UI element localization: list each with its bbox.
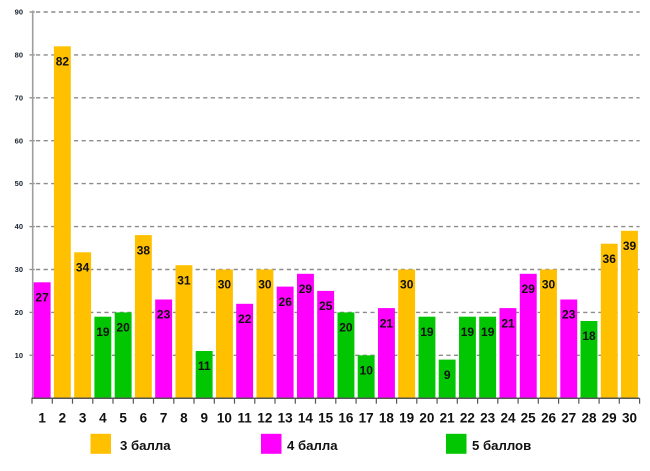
svg-text:40: 40 <box>15 222 23 231</box>
svg-text:9: 9 <box>200 411 208 426</box>
svg-text:10: 10 <box>360 364 374 378</box>
svg-text:80: 80 <box>15 51 23 60</box>
svg-text:22: 22 <box>238 312 252 326</box>
svg-text:82: 82 <box>56 55 70 69</box>
svg-text:11: 11 <box>198 359 211 373</box>
svg-text:30: 30 <box>622 411 637 426</box>
svg-text:30: 30 <box>258 278 272 292</box>
svg-text:19: 19 <box>399 411 414 426</box>
svg-text:10: 10 <box>15 351 23 360</box>
svg-text:27: 27 <box>561 411 576 426</box>
svg-text:30: 30 <box>542 278 556 292</box>
svg-text:26: 26 <box>541 411 557 426</box>
svg-text:3: 3 <box>79 411 87 426</box>
svg-text:27: 27 <box>35 291 49 305</box>
svg-text:31: 31 <box>177 273 191 287</box>
svg-text:20: 20 <box>339 321 353 335</box>
svg-text:34: 34 <box>76 261 90 275</box>
svg-text:14: 14 <box>298 411 314 426</box>
svg-text:2: 2 <box>59 411 67 426</box>
svg-text:19: 19 <box>481 325 495 339</box>
svg-text:6: 6 <box>140 411 148 426</box>
svg-text:50: 50 <box>15 179 23 188</box>
svg-text:25: 25 <box>521 411 537 426</box>
svg-text:16: 16 <box>338 411 354 426</box>
svg-text:21: 21 <box>501 316 515 330</box>
svg-text:13: 13 <box>278 411 294 426</box>
svg-text:4 балла: 4 балла <box>287 438 338 453</box>
svg-text:21: 21 <box>380 316 394 330</box>
svg-text:30: 30 <box>218 278 232 292</box>
svg-text:11: 11 <box>238 411 253 426</box>
svg-text:18: 18 <box>582 329 596 343</box>
svg-text:36: 36 <box>603 252 617 266</box>
svg-text:7: 7 <box>160 411 168 426</box>
svg-text:8: 8 <box>180 411 188 426</box>
svg-text:38: 38 <box>137 243 151 257</box>
svg-text:18: 18 <box>379 411 395 426</box>
svg-text:20: 20 <box>116 321 130 335</box>
svg-text:4: 4 <box>99 411 107 426</box>
svg-text:21: 21 <box>440 411 456 426</box>
svg-text:28: 28 <box>581 411 597 426</box>
svg-text:29: 29 <box>602 411 617 426</box>
svg-text:19: 19 <box>461 325 475 339</box>
svg-text:29: 29 <box>522 282 536 296</box>
svg-text:17: 17 <box>359 411 374 426</box>
svg-text:15: 15 <box>318 411 334 426</box>
svg-text:23: 23 <box>562 308 576 322</box>
svg-text:90: 90 <box>15 8 23 17</box>
svg-text:25: 25 <box>319 299 333 313</box>
svg-text:5 баллов: 5 баллов <box>472 438 531 453</box>
svg-text:29: 29 <box>299 282 313 296</box>
svg-text:26: 26 <box>279 295 293 309</box>
svg-text:30: 30 <box>400 278 414 292</box>
svg-text:30: 30 <box>15 265 23 274</box>
svg-text:39: 39 <box>623 239 637 253</box>
svg-text:19: 19 <box>420 325 434 339</box>
svg-text:3 балла: 3 балла <box>120 438 171 453</box>
svg-text:20: 20 <box>419 411 434 426</box>
svg-text:20: 20 <box>15 308 23 317</box>
svg-text:70: 70 <box>15 93 23 102</box>
svg-text:60: 60 <box>15 136 23 145</box>
svg-text:12: 12 <box>257 411 272 426</box>
svg-text:22: 22 <box>460 411 475 426</box>
svg-text:10: 10 <box>217 411 232 426</box>
svg-text:9: 9 <box>444 368 451 382</box>
svg-text:19: 19 <box>96 325 110 339</box>
svg-text:1: 1 <box>38 411 46 426</box>
svg-text:24: 24 <box>500 411 516 426</box>
svg-text:23: 23 <box>157 308 171 322</box>
svg-text:5: 5 <box>119 411 127 426</box>
svg-text:23: 23 <box>480 411 496 426</box>
